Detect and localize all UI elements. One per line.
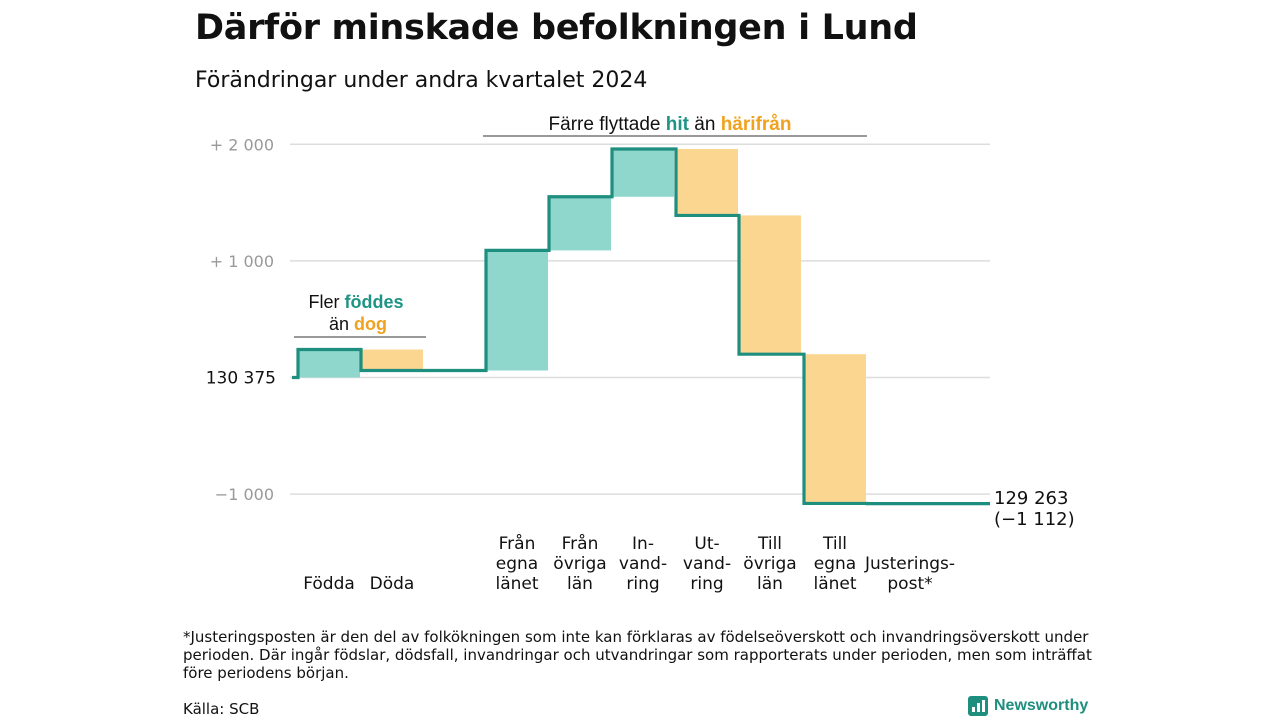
annotation-migration: Färre flyttade hit än härifrån <box>549 114 792 135</box>
category-label: Ut-vand-ring <box>683 534 731 594</box>
end-change-label: (−1 112) <box>994 509 1075 530</box>
annotation-births-line2: än dog <box>329 314 387 334</box>
category-label: Justerings-post* <box>864 554 955 594</box>
annotation-births-line1: Fler föddes <box>308 292 403 312</box>
waterfall-bar <box>676 148 738 216</box>
category-label: Döda <box>370 574 415 594</box>
category-label: Till egna länet <box>813 534 856 594</box>
waterfall-bar <box>361 349 423 371</box>
category-label: Från egna länet <box>495 533 538 594</box>
waterfall-bar <box>804 354 866 504</box>
end-value-label: 129 263 <box>994 488 1068 509</box>
y-tick-label: + 2 000 <box>210 135 274 154</box>
y-tick-label: −1 000 <box>215 485 274 504</box>
newsworthy-icon <box>968 696 988 716</box>
cumulative-step-line <box>292 147 990 506</box>
source-label: Källa: SCB <box>183 700 260 718</box>
category-label: Från övriga län <box>553 533 606 594</box>
category-label: In-vand-ring <box>619 534 667 594</box>
start-value-label: 130 375 <box>206 369 276 389</box>
chart-title: Därför minskade befolkningen i Lund <box>195 8 918 48</box>
brand-logo: Newsworthy <box>968 696 1088 716</box>
waterfall-bar <box>739 215 801 355</box>
y-tick-label: + 1 000 <box>210 252 274 271</box>
footnote: *Justeringsposten är den del av folkökni… <box>183 628 1092 682</box>
waterfall-bar <box>612 148 674 197</box>
waterfall-chart: + 2 000 + 1 000 −1 000 130 375 Födda Döda Från… <box>206 114 1075 594</box>
waterfall-bar <box>298 349 360 378</box>
waterfall-bar <box>549 196 611 251</box>
brand-name: Newsworthy <box>994 697 1089 714</box>
category-label: Till övriga län <box>743 534 796 594</box>
waterfall-bar <box>486 250 548 371</box>
chart-subtitle: Förändringar under andra kvartalet 2024 <box>195 68 648 93</box>
category-label: Födda <box>303 574 355 594</box>
